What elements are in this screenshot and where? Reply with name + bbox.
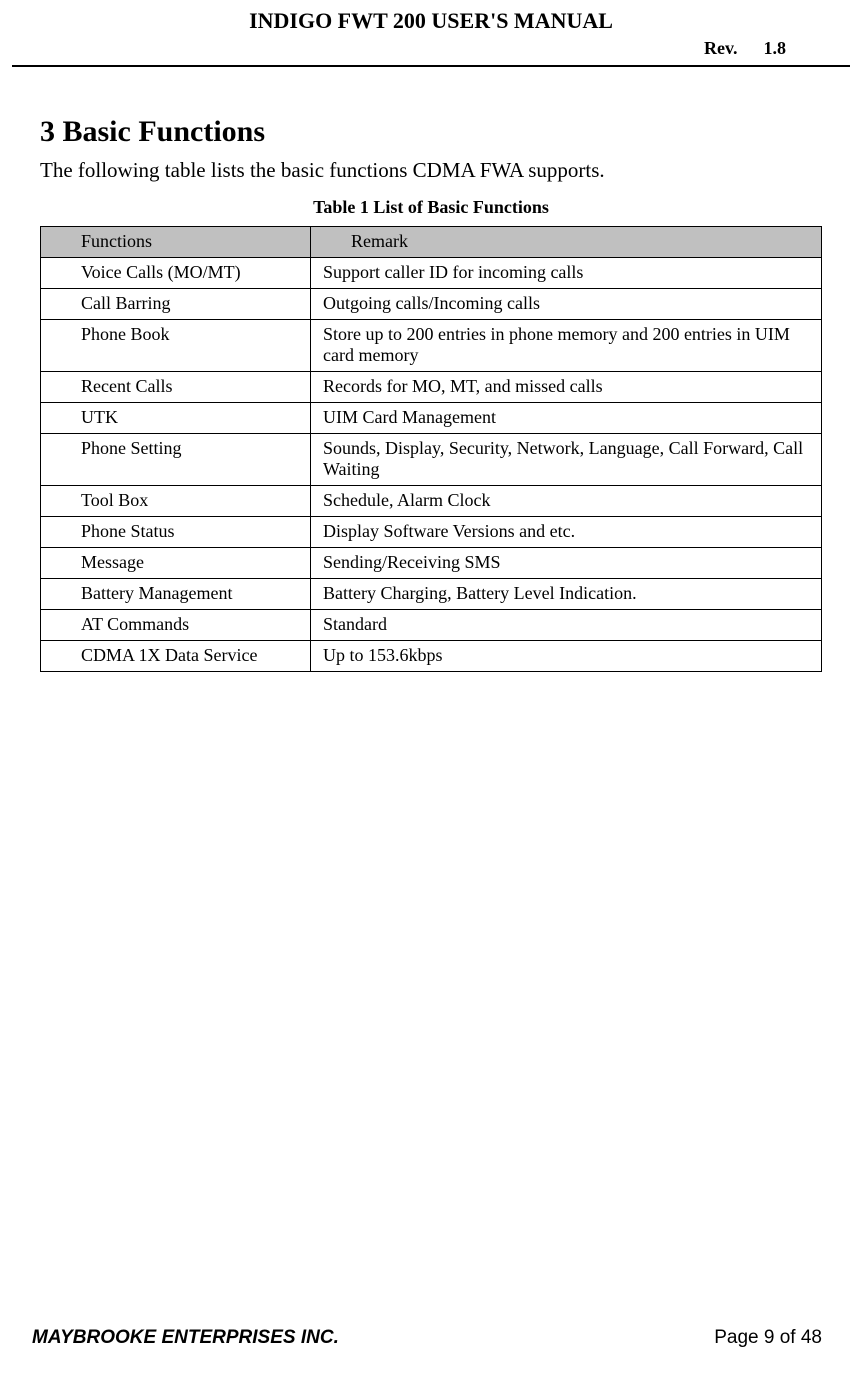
table-cell-remark: Outgoing calls/Incoming calls: [311, 289, 822, 320]
section-intro: The following table lists the basic func…: [40, 157, 822, 183]
table-header-functions: Functions: [41, 227, 311, 258]
page-content: 3 Basic Functions The following table li…: [0, 67, 862, 672]
table-row: Recent CallsRecords for MO, MT, and miss…: [41, 372, 822, 403]
table-cell-remark: Schedule, Alarm Clock: [311, 486, 822, 517]
revision-value: 1.8: [764, 38, 787, 59]
table-cell-remark: Records for MO, MT, and missed calls: [311, 372, 822, 403]
table-row: AT CommandsStandard: [41, 610, 822, 641]
table-row: Phone BookStore up to 200 entries in pho…: [41, 320, 822, 372]
document-title: INDIGO FWT 200 USER'S MANUAL: [0, 8, 862, 34]
page-header: INDIGO FWT 200 USER'S MANUAL Rev. 1.8: [0, 0, 862, 67]
table-cell-function: Recent Calls: [41, 372, 311, 403]
table-cell-remark: Standard: [311, 610, 822, 641]
table-cell-function: Phone Setting: [41, 434, 311, 486]
table-cell-function: Phone Status: [41, 517, 311, 548]
basic-functions-table: Functions Remark Voice Calls (MO/MT)Supp…: [40, 226, 822, 672]
table-cell-function: Message: [41, 548, 311, 579]
footer-company: MAYBROOKE ENTERPRISES INC.: [32, 1327, 339, 1349]
table-cell-remark: Battery Charging, Battery Level Indicati…: [311, 579, 822, 610]
table-cell-remark: Display Software Versions and etc.: [311, 517, 822, 548]
revision-row: Rev. 1.8: [0, 38, 862, 59]
table-cell-function: Tool Box: [41, 486, 311, 517]
table-cell-function: Call Barring: [41, 289, 311, 320]
table-row: Call BarringOutgoing calls/Incoming call…: [41, 289, 822, 320]
table-row: Voice Calls (MO/MT)Support caller ID for…: [41, 258, 822, 289]
table-cell-remark: UIM Card Management: [311, 403, 822, 434]
table-body: Voice Calls (MO/MT)Support caller ID for…: [41, 258, 822, 672]
table-cell-function: Voice Calls (MO/MT): [41, 258, 311, 289]
table-row: CDMA 1X Data ServiceUp to 153.6kbps: [41, 641, 822, 672]
section-heading: 3 Basic Functions: [40, 115, 822, 149]
table-cell-remark: Sending/Receiving SMS: [311, 548, 822, 579]
table-row: MessageSending/Receiving SMS: [41, 548, 822, 579]
table-row: Phone SettingSounds, Display, Security, …: [41, 434, 822, 486]
table-cell-function: UTK: [41, 403, 311, 434]
table-cell-function: Phone Book: [41, 320, 311, 372]
table-header-row: Functions Remark: [41, 227, 822, 258]
footer-row: MAYBROOKE ENTERPRISES INC. Page 9 of 48: [32, 1327, 822, 1349]
table-row: Phone StatusDisplay Software Versions an…: [41, 517, 822, 548]
footer-page-number: Page 9 of 48: [714, 1327, 822, 1349]
table-caption: Table 1 List of Basic Functions: [40, 197, 822, 218]
table-cell-remark: Up to 153.6kbps: [311, 641, 822, 672]
table-cell-remark: Support caller ID for incoming calls: [311, 258, 822, 289]
page: INDIGO FWT 200 USER'S MANUAL Rev. 1.8 3 …: [0, 0, 862, 1381]
table-row: Tool BoxSchedule, Alarm Clock: [41, 486, 822, 517]
page-footer: MAYBROOKE ENTERPRISES INC. Page 9 of 48: [0, 1327, 862, 1349]
table-row: UTKUIM Card Management: [41, 403, 822, 434]
table-cell-remark: Sounds, Display, Security, Network, Lang…: [311, 434, 822, 486]
table-cell-function: CDMA 1X Data Service: [41, 641, 311, 672]
table-cell-function: AT Commands: [41, 610, 311, 641]
table-cell-function: Battery Management: [41, 579, 311, 610]
revision-label: Rev.: [704, 38, 738, 59]
table-header-remark: Remark: [311, 227, 822, 258]
table-cell-remark: Store up to 200 entries in phone memory …: [311, 320, 822, 372]
table-row: Battery ManagementBattery Charging, Batt…: [41, 579, 822, 610]
